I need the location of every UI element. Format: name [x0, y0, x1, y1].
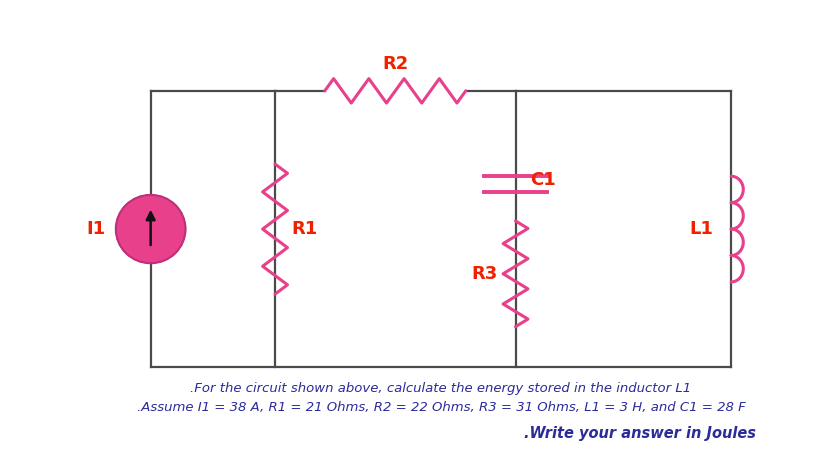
Text: .Write your answer in Joules: .Write your answer in Joules	[524, 426, 756, 441]
Text: I1: I1	[86, 220, 105, 238]
Text: .For the circuit shown above, calculate the energy stored in the inductor L1: .For the circuit shown above, calculate …	[190, 382, 691, 395]
Text: .Assume I1 = 38 A, R1 = 21 Ohms, R2 = 22 Ohms, R3 = 31 Ohms, L1 = 3 H, and C1 = : .Assume I1 = 38 A, R1 = 21 Ohms, R2 = 22…	[137, 401, 746, 414]
Text: R3: R3	[471, 265, 497, 283]
Text: R1: R1	[292, 220, 318, 238]
Text: R2: R2	[382, 55, 408, 73]
Circle shape	[116, 195, 186, 263]
Text: L1: L1	[689, 220, 713, 238]
Text: C1: C1	[531, 171, 556, 189]
